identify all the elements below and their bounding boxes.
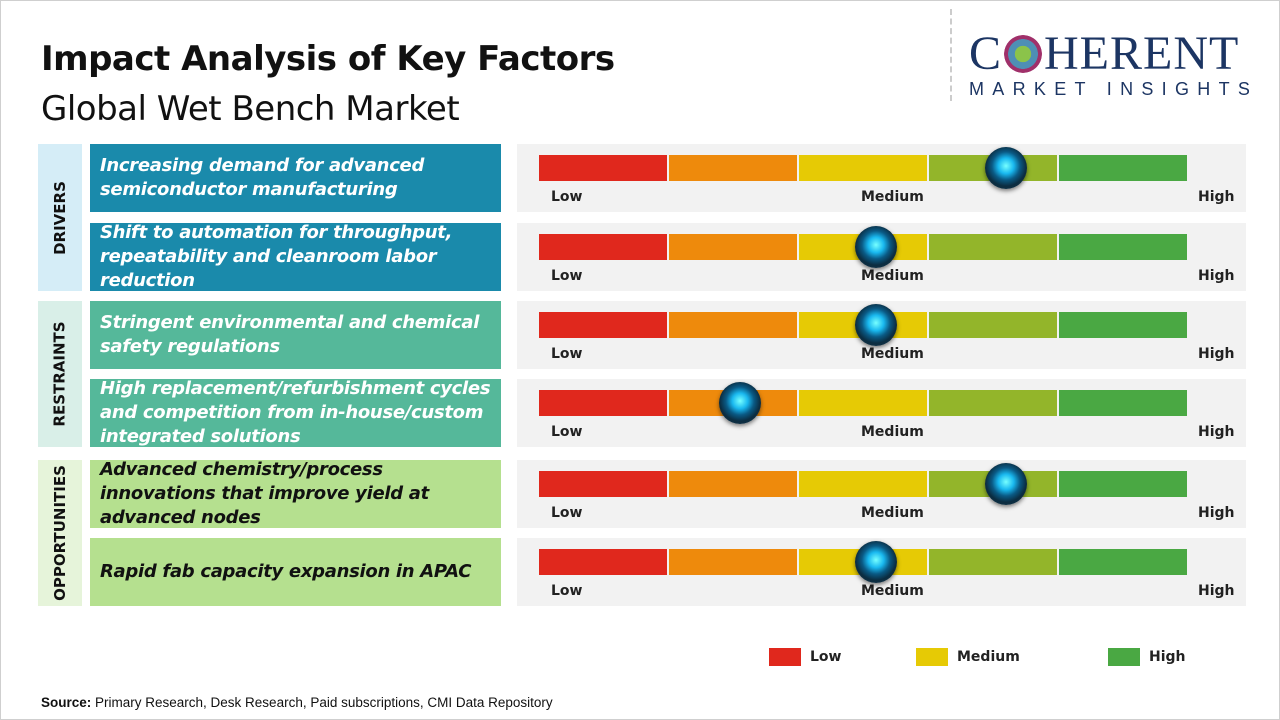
source-note: Source: Primary Research, Desk Research,… bbox=[41, 695, 553, 710]
category-label: OPPORTUNITIES bbox=[38, 460, 82, 606]
gauge-segment bbox=[539, 234, 667, 260]
impact-gauge: Low Medium High bbox=[517, 223, 1246, 291]
gauge-segment bbox=[669, 549, 797, 575]
gauge-segment bbox=[799, 155, 927, 181]
gauge-label: Low bbox=[551, 505, 583, 521]
factor-label: Rapid fab capacity expansion in APAC bbox=[90, 538, 501, 606]
gauge-label: Medium bbox=[861, 189, 924, 205]
gauge-segment bbox=[1059, 234, 1187, 260]
gauge-segment bbox=[539, 155, 667, 181]
impact-marker bbox=[854, 304, 897, 346]
gauge-label: Low bbox=[551, 189, 583, 205]
gauge-segment bbox=[1059, 471, 1187, 497]
gauge-bar bbox=[539, 471, 1187, 497]
page-title: Impact Analysis of Key Factors bbox=[41, 39, 615, 79]
gauge-segment bbox=[799, 471, 927, 497]
gauge-segment bbox=[929, 312, 1057, 338]
coherent-logo: C HERENT MARKET INSIGHTS bbox=[969, 27, 1259, 100]
globe-icon bbox=[1004, 35, 1043, 73]
gauge-label: Low bbox=[551, 583, 583, 599]
gauge-segment bbox=[669, 234, 797, 260]
impact-marker bbox=[984, 147, 1027, 189]
gauge-label: Low bbox=[551, 346, 583, 362]
gauge-segment bbox=[1059, 390, 1187, 416]
gauge-label: High bbox=[1198, 268, 1235, 284]
gauge-segment bbox=[1059, 155, 1187, 181]
factor-label: High replacement/refurbishment cycles an… bbox=[90, 378, 501, 447]
gauge-bar bbox=[539, 312, 1187, 338]
factor-label: Increasing demand for advanced semicondu… bbox=[90, 144, 501, 212]
impact-marker bbox=[984, 463, 1027, 505]
gauge-segment bbox=[539, 471, 667, 497]
legend-low: Low bbox=[769, 648, 841, 666]
gauge-label: Low bbox=[551, 268, 583, 284]
gauge-label: Medium bbox=[861, 505, 924, 521]
category-text: RESTRAINTS bbox=[51, 321, 70, 427]
gauge-label: Medium bbox=[861, 424, 924, 440]
gauge-label: High bbox=[1198, 505, 1235, 521]
category-text: OPPORTUNITIES bbox=[51, 465, 69, 601]
gauge-bar bbox=[539, 155, 1187, 181]
impact-marker bbox=[854, 541, 897, 583]
factor-label: Advanced chemistry/process innovations t… bbox=[90, 459, 501, 528]
gauge-segment bbox=[539, 390, 667, 416]
factor-label: Stringent environmental and chemical saf… bbox=[90, 301, 501, 369]
page-subtitle: Global Wet Bench Market bbox=[41, 89, 460, 129]
gauge-segment bbox=[929, 234, 1057, 260]
gauge-label: Medium bbox=[861, 583, 924, 599]
gauge-label: High bbox=[1198, 189, 1235, 205]
gauge-segment bbox=[929, 390, 1057, 416]
gauge-bar bbox=[539, 390, 1187, 416]
gauge-segment bbox=[669, 155, 797, 181]
gauge-segment bbox=[1059, 312, 1187, 338]
gauge-label: High bbox=[1198, 346, 1235, 362]
gauge-segment bbox=[1059, 549, 1187, 575]
category-label: DRIVERS bbox=[38, 144, 82, 291]
impact-marker bbox=[718, 382, 761, 424]
legend-medium: Medium bbox=[916, 648, 1020, 666]
gauge-segment bbox=[669, 471, 797, 497]
impact-gauge: Low Medium High bbox=[517, 460, 1246, 528]
impact-gauge: Low Medium High bbox=[517, 301, 1246, 369]
impact-marker bbox=[854, 226, 897, 268]
category-text: DRIVERS bbox=[51, 180, 70, 255]
gauge-segment bbox=[799, 390, 927, 416]
category-label: RESTRAINTS bbox=[38, 301, 82, 447]
gauge-segment bbox=[929, 549, 1057, 575]
gauge-segment bbox=[669, 312, 797, 338]
factor-label: Shift to automation for throughput, repe… bbox=[90, 222, 501, 291]
gauge-segment bbox=[539, 549, 667, 575]
gauge-label: High bbox=[1198, 583, 1235, 599]
gauge-label: Medium bbox=[861, 346, 924, 362]
gauge-segment bbox=[539, 312, 667, 338]
divider bbox=[950, 9, 952, 101]
gauge-label: Medium bbox=[861, 268, 924, 284]
impact-gauge: Low Medium High bbox=[517, 144, 1246, 212]
gauge-label: High bbox=[1198, 424, 1235, 440]
gauge-label: Low bbox=[551, 424, 583, 440]
impact-gauge: Low Medium High bbox=[517, 538, 1246, 606]
impact-gauge: Low Medium High bbox=[517, 379, 1246, 447]
legend-high: High bbox=[1108, 648, 1186, 666]
